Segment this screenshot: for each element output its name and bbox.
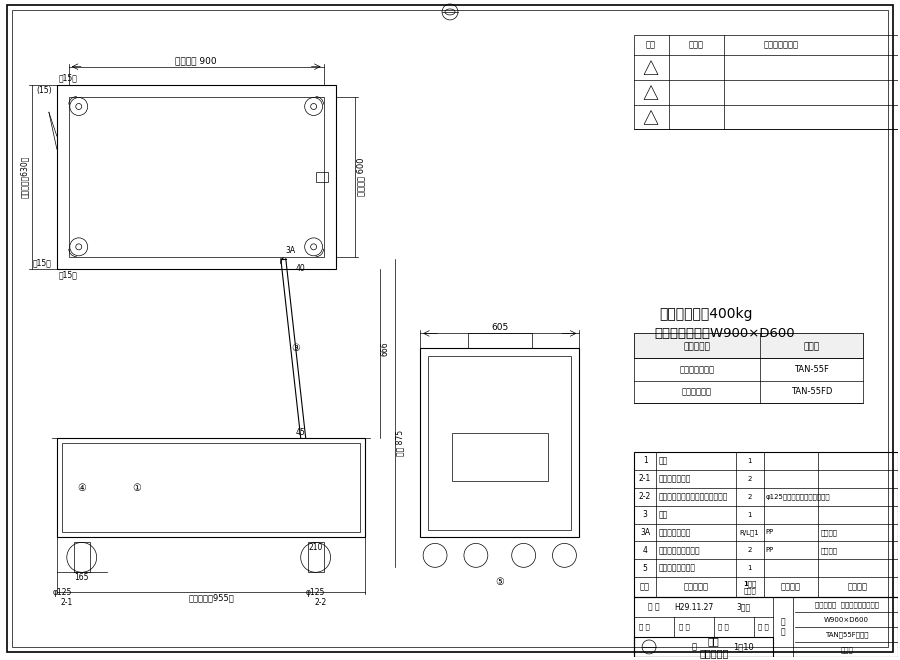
Text: ①: ① <box>132 482 141 493</box>
Text: サカエグリーン: サカエグリーン <box>680 365 715 374</box>
Bar <box>420 348 580 537</box>
Text: 3A: 3A <box>285 246 296 255</box>
Text: φ125: φ125 <box>52 587 71 597</box>
Text: 塗　装　色: 塗 装 色 <box>684 342 710 351</box>
Text: ④: ④ <box>77 482 86 493</box>
Text: 〈15〉: 〈15〉 <box>58 74 77 82</box>
Text: 1：10: 1：10 <box>734 642 754 651</box>
Bar <box>74 543 90 572</box>
Text: (15): (15) <box>36 86 52 95</box>
Text: 品番: 品番 <box>640 583 650 592</box>
Text: 取手ブラケット: 取手ブラケット <box>659 528 691 537</box>
Bar <box>62 443 360 533</box>
Text: 符号: 符号 <box>646 40 656 50</box>
Text: 荷台寸法 900: 荷台寸法 900 <box>176 56 217 65</box>
Text: 本体: 本体 <box>659 456 669 465</box>
Text: 均等耐荷重：400kg: 均等耐荷重：400kg <box>659 306 752 321</box>
Text: 3角法: 3角法 <box>736 603 751 612</box>
Text: ダークグレー: ダークグレー <box>682 387 712 397</box>
Text: 210: 210 <box>309 543 323 552</box>
Text: 取手: 取手 <box>659 510 669 519</box>
Text: 2-2: 2-2 <box>314 598 327 607</box>
Bar <box>57 438 365 537</box>
Text: PP: PP <box>766 547 774 553</box>
Text: 製 図: 製 図 <box>718 624 729 630</box>
Bar <box>634 35 898 129</box>
Text: 5: 5 <box>643 564 647 573</box>
Text: 4: 4 <box>643 546 647 555</box>
Text: R/L各1: R/L各1 <box>740 529 760 536</box>
Bar <box>452 434 547 480</box>
Text: 設 計: 設 計 <box>679 624 689 630</box>
Text: 〈15〉: 〈15〉 <box>58 271 77 280</box>
Text: φ125ゴム車（スチール金具）: φ125ゴム車（スチール金具） <box>766 494 830 500</box>
Text: 1: 1 <box>747 512 752 517</box>
Text: 備　　考: 備 考 <box>848 583 868 592</box>
Text: 外形寸法（955）: 外形寸法（955） <box>188 594 234 603</box>
Text: 荷台有効寸法：W900×D600: 荷台有効寸法：W900×D600 <box>654 327 795 340</box>
Text: W900×D600: W900×D600 <box>824 616 869 622</box>
Text: 2-2: 2-2 <box>639 492 652 501</box>
Text: 変　更　内　容: 変 更 内 容 <box>763 40 798 50</box>
Bar <box>634 452 898 597</box>
Text: 2: 2 <box>747 476 752 482</box>
Text: 尺 度: 尺 度 <box>758 624 769 630</box>
Text: 承 認: 承 認 <box>639 624 650 630</box>
Text: コーナークッション: コーナークッション <box>659 546 700 555</box>
Bar <box>68 96 324 257</box>
Text: 全高 875: 全高 875 <box>396 430 405 456</box>
Text: グレー色: グレー色 <box>820 529 837 536</box>
Text: 1台付
数　量: 1台付 数 量 <box>742 580 756 595</box>
Text: 外形寸法（630）: 外形寸法（630） <box>20 156 29 198</box>
Text: 株式
会社サカエ: 株式 会社サカエ <box>699 636 728 658</box>
Bar <box>634 333 863 403</box>
Text: 1: 1 <box>747 566 752 572</box>
Text: 1: 1 <box>747 458 752 464</box>
Text: 作 成: 作 成 <box>648 603 660 612</box>
Text: ③: ③ <box>292 343 300 353</box>
Text: H29.11.27: H29.11.27 <box>674 603 714 612</box>
Text: TAN-55F: TAN-55F <box>794 365 829 374</box>
Text: グレー色: グレー色 <box>820 547 837 554</box>
Text: 自在キャスター（ストッパー付）: 自在キャスター（ストッパー付） <box>659 492 728 501</box>
Text: 2-1: 2-1 <box>639 475 652 483</box>
Text: 固定キャスター: 固定キャスター <box>659 475 691 483</box>
Text: PP: PP <box>766 529 774 535</box>
Text: 品　番: 品 番 <box>804 342 820 351</box>
Text: 2: 2 <box>747 547 752 553</box>
Bar <box>428 356 572 529</box>
Text: TAN-55FD: TAN-55FD <box>791 387 832 397</box>
Bar <box>57 84 336 269</box>
Text: 日　付: 日 付 <box>688 40 703 50</box>
Text: 〈15〉: 〈15〉 <box>33 258 52 267</box>
Bar <box>468 333 532 348</box>
Text: 荷台寸法 600: 荷台寸法 600 <box>356 158 364 196</box>
Text: フロアストッパー: フロアストッパー <box>659 564 696 573</box>
Text: 666: 666 <box>381 341 390 356</box>
Text: 3A: 3A <box>640 528 650 537</box>
Text: 45: 45 <box>296 428 306 438</box>
Text: 材　　質: 材 質 <box>781 583 801 592</box>
Bar <box>316 172 328 182</box>
Text: 2-1: 2-1 <box>60 598 73 607</box>
Bar <box>634 597 898 657</box>
Text: 名
称: 名 称 <box>781 617 786 637</box>
Text: ⑤: ⑤ <box>495 578 504 587</box>
Bar <box>634 637 773 657</box>
Text: 特製四輪車  フロアストッパー付: 特製四輪車 フロアストッパー付 <box>814 601 878 608</box>
Bar <box>308 543 324 572</box>
Text: 部　品　名: 部 品 名 <box>683 583 708 592</box>
Text: 西: 西 <box>691 642 697 651</box>
Text: φ125: φ125 <box>306 587 325 597</box>
Text: 3: 3 <box>643 510 647 519</box>
Text: TAN－55Fタイプ: TAN－55Fタイプ <box>825 631 868 638</box>
Text: 2: 2 <box>747 494 752 500</box>
Text: 605: 605 <box>491 323 508 332</box>
Bar <box>634 333 863 358</box>
Text: 165: 165 <box>75 573 89 581</box>
Text: 40: 40 <box>296 264 306 273</box>
Text: 外観図: 外観図 <box>841 646 853 653</box>
Text: 1: 1 <box>643 456 647 465</box>
